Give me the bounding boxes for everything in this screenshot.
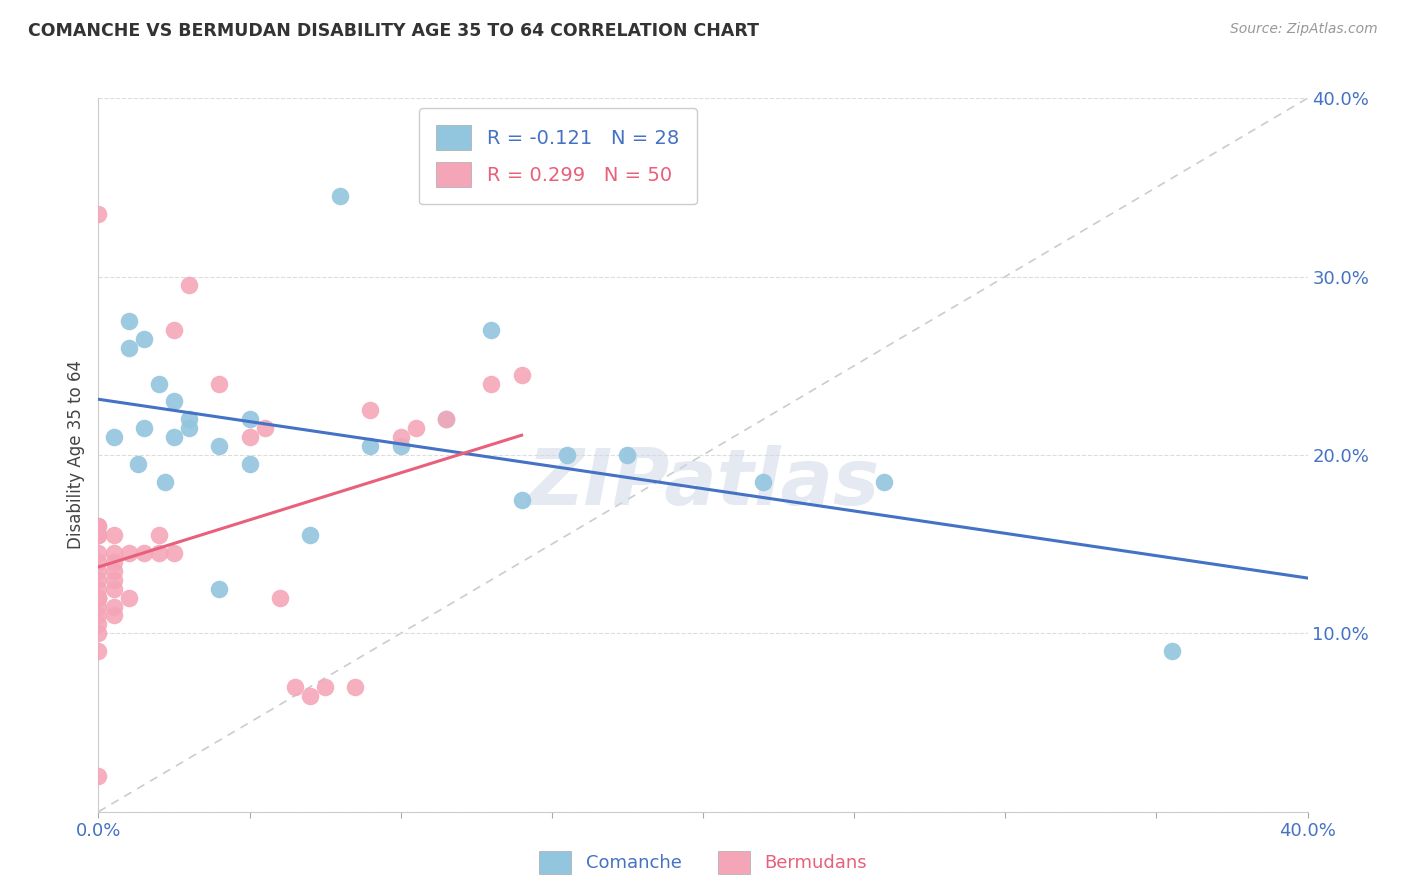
Point <box>103 573 125 587</box>
Point <box>163 323 186 337</box>
Point <box>103 546 125 560</box>
Point <box>239 430 262 444</box>
Point <box>118 546 141 560</box>
Point <box>103 582 125 596</box>
Point <box>299 689 322 703</box>
Point <box>87 555 110 569</box>
Point <box>163 394 186 409</box>
Point <box>299 528 322 542</box>
Point <box>239 412 262 426</box>
Point <box>1160 644 1182 658</box>
Point <box>103 564 125 578</box>
Point <box>87 519 110 533</box>
Point <box>163 546 186 560</box>
Point <box>87 608 110 623</box>
Point <box>87 769 110 783</box>
Point <box>103 430 125 444</box>
Point <box>87 599 110 614</box>
Point <box>87 591 110 605</box>
Point <box>118 341 141 355</box>
Point <box>87 528 110 542</box>
Point <box>179 421 201 435</box>
Point <box>389 430 412 444</box>
Point <box>87 573 110 587</box>
Point <box>87 626 110 640</box>
Point <box>208 439 231 453</box>
Point <box>87 564 110 578</box>
Point <box>405 421 427 435</box>
Point <box>510 492 533 507</box>
Point <box>87 546 110 560</box>
Text: ZIPatlas: ZIPatlas <box>527 445 879 522</box>
Point <box>752 475 775 489</box>
Point <box>555 448 578 462</box>
Point <box>87 528 110 542</box>
Point <box>87 519 110 533</box>
Point <box>179 412 201 426</box>
Point <box>132 546 155 560</box>
Point <box>127 457 149 471</box>
Point <box>87 644 110 658</box>
Point <box>314 680 336 694</box>
Point <box>344 680 367 694</box>
Point <box>208 582 231 596</box>
Point <box>389 439 412 453</box>
Point <box>148 528 170 542</box>
Point <box>510 368 533 382</box>
Point <box>87 207 110 221</box>
Point <box>208 376 231 391</box>
Point <box>253 421 276 435</box>
Y-axis label: Disability Age 35 to 64: Disability Age 35 to 64 <box>67 360 86 549</box>
Point <box>148 376 170 391</box>
Point <box>284 680 307 694</box>
Point <box>118 314 141 328</box>
Point <box>87 617 110 632</box>
Point <box>269 591 291 605</box>
Point <box>87 582 110 596</box>
Text: COMANCHE VS BERMUDAN DISABILITY AGE 35 TO 64 CORRELATION CHART: COMANCHE VS BERMUDAN DISABILITY AGE 35 T… <box>28 22 759 40</box>
Point <box>239 457 262 471</box>
Point <box>329 189 352 203</box>
Point <box>481 323 503 337</box>
Point <box>132 332 155 346</box>
Point <box>434 412 457 426</box>
Point <box>434 412 457 426</box>
Legend: Comanche, Bermudans: Comanche, Bermudans <box>531 844 875 881</box>
Point <box>360 403 382 417</box>
Point <box>163 430 186 444</box>
Point <box>103 555 125 569</box>
Point <box>360 439 382 453</box>
Point <box>616 448 638 462</box>
Point <box>103 528 125 542</box>
Point <box>103 608 125 623</box>
Point <box>103 599 125 614</box>
Point <box>481 376 503 391</box>
Text: Source: ZipAtlas.com: Source: ZipAtlas.com <box>1230 22 1378 37</box>
Point <box>179 278 201 293</box>
Point <box>87 591 110 605</box>
Point <box>873 475 896 489</box>
Point <box>153 475 176 489</box>
Point <box>148 546 170 560</box>
Point <box>118 591 141 605</box>
Point <box>87 591 110 605</box>
Point <box>87 528 110 542</box>
Point <box>132 421 155 435</box>
